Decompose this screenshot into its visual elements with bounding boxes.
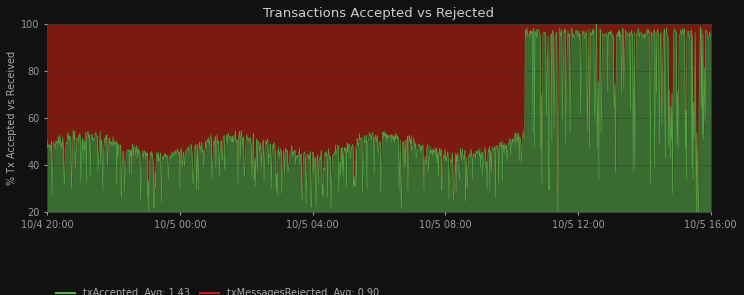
Title: Transactions Accepted vs Rejected: Transactions Accepted vs Rejected (263, 7, 495, 20)
Legend: txAccepted  Avg: 1.43, txMessagesRejected  Avg: 0.90: txAccepted Avg: 1.43, txMessagesRejected… (52, 284, 383, 295)
Y-axis label: % Tx Accepted vs Received: % Tx Accepted vs Received (7, 51, 17, 185)
